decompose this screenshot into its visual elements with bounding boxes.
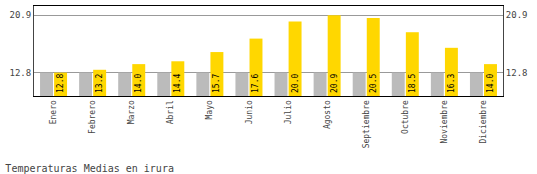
svg-text:Mayo: Mayo [205,100,214,119]
svg-text:Diciembre: Diciembre [479,100,488,144]
svg-text:12.8: 12.8 [56,74,65,93]
svg-text:12.8: 12.8 [506,68,528,78]
svg-text:Enero: Enero [49,100,58,124]
svg-text:Febrero: Febrero [88,100,97,134]
svg-text:Julio: Julio [284,100,293,124]
svg-text:20.9: 20.9 [330,74,339,93]
svg-text:16.3: 16.3 [447,74,456,93]
svg-text:Abril: Abril [166,100,175,124]
svg-text:Agosto: Agosto [323,100,332,129]
svg-text:14.0: 14.0 [486,74,495,93]
svg-text:14.4: 14.4 [173,74,182,93]
svg-text:Noviembre: Noviembre [440,100,449,144]
svg-text:20.9: 20.9 [10,10,32,20]
svg-text:14.0: 14.0 [134,74,143,93]
svg-text:Junio: Junio [245,100,254,124]
svg-text:Marzo: Marzo [127,100,136,124]
svg-text:20.5: 20.5 [369,74,378,93]
svg-text:Temperaturas Medias en irura: Temperaturas Medias en irura [5,163,174,174]
svg-text:Octubre: Octubre [401,100,410,134]
svg-text:13.2: 13.2 [95,74,104,93]
svg-text:15.7: 15.7 [212,74,221,93]
svg-text:Septiembre: Septiembre [362,100,371,148]
svg-text:17.6: 17.6 [251,74,260,93]
svg-text:18.5: 18.5 [408,74,417,93]
svg-text:20.9: 20.9 [506,10,528,20]
svg-text:12.8: 12.8 [10,68,32,78]
svg-text:20.0: 20.0 [291,74,300,93]
